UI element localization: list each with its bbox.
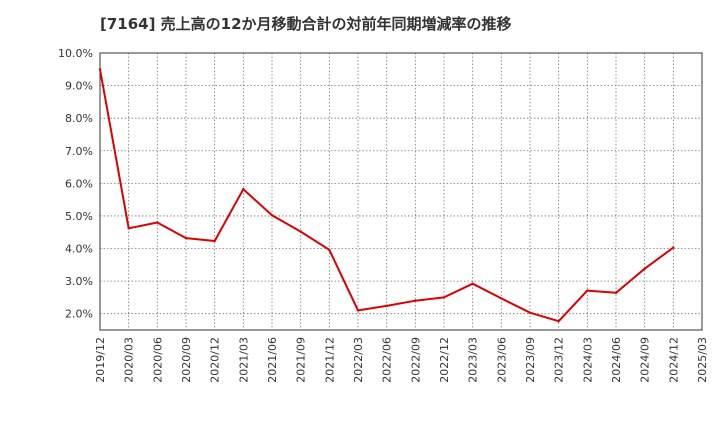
data-point bbox=[672, 246, 675, 249]
y-tick-label: 2.0% bbox=[65, 308, 93, 321]
x-tick-label: 2022/06 bbox=[381, 337, 394, 383]
data-point bbox=[614, 291, 618, 295]
data-point bbox=[156, 221, 159, 224]
plot-area bbox=[100, 53, 702, 330]
x-tick-label: 2023/03 bbox=[467, 337, 480, 383]
data-point bbox=[127, 227, 130, 230]
x-tick-label: 2023/12 bbox=[553, 337, 566, 383]
y-tick-label: 8.0% bbox=[65, 112, 93, 125]
x-tick-label: 2020/09 bbox=[180, 337, 193, 383]
data-point bbox=[557, 320, 560, 323]
y-axis-labels: 2.0% 3.0% 4.0% 5.0% 6.0% 7.0% 8.0% 9.0% 10.0% bbox=[58, 47, 93, 321]
y-tick-label: 5.0% bbox=[65, 210, 93, 223]
data-point bbox=[242, 188, 245, 191]
data-point bbox=[414, 299, 417, 302]
data-point bbox=[184, 236, 188, 240]
x-tick-label: 2025/03 bbox=[696, 337, 709, 383]
x-tick-label: 2023/09 bbox=[524, 337, 537, 383]
x-tick-label: 2022/03 bbox=[352, 337, 365, 383]
x-tick-label: 2021/09 bbox=[295, 337, 308, 383]
data-point bbox=[442, 296, 446, 299]
x-tick-label: 2021/06 bbox=[266, 337, 279, 383]
data-point bbox=[586, 289, 589, 292]
series-layer bbox=[98, 68, 675, 323]
x-tick-label: 2021/03 bbox=[237, 337, 250, 383]
x-tick-label: 2024/09 bbox=[639, 337, 652, 383]
x-tick-label: 2019/12 bbox=[94, 337, 107, 383]
x-tick-label: 2021/12 bbox=[323, 337, 336, 383]
data-point bbox=[98, 68, 102, 71]
data-point bbox=[528, 311, 532, 314]
x-tick-label: 2020/06 bbox=[151, 337, 164, 383]
x-tick-label: 2020/12 bbox=[209, 337, 222, 383]
data-point bbox=[213, 239, 216, 243]
data-point bbox=[385, 304, 388, 308]
chart-title: [7164] 売上高の12か月移動合計の対前年同期増減率の推移 bbox=[100, 15, 512, 33]
plot-border bbox=[99, 52, 703, 331]
data-point bbox=[356, 309, 360, 312]
y-tick-label: 10.0% bbox=[58, 47, 93, 60]
y-tick-label: 6.0% bbox=[65, 177, 93, 190]
x-tick-label: 2022/09 bbox=[409, 337, 422, 383]
data-point bbox=[643, 267, 646, 270]
y-tick-label: 9.0% bbox=[65, 80, 93, 93]
x-tick-label: 2024/03 bbox=[581, 337, 594, 383]
x-tick-label: 2022/12 bbox=[438, 337, 451, 383]
y-tick-label: 7.0% bbox=[65, 145, 93, 158]
x-tick-label: 2020/03 bbox=[123, 337, 136, 383]
y-tick-label: 3.0% bbox=[65, 275, 93, 288]
x-axis-labels: 2019/12 2020/03 2020/06 2020/09 2020/12 2021/… bbox=[94, 337, 709, 383]
data-point bbox=[328, 248, 331, 252]
x-tick-label: 2024/12 bbox=[667, 337, 680, 383]
x-tick-label: 2024/06 bbox=[610, 337, 623, 383]
x-tick-label: 2023/06 bbox=[495, 337, 508, 383]
y-tick-label: 4.0% bbox=[65, 243, 93, 256]
grid-lines bbox=[100, 52, 702, 330]
data-point bbox=[299, 230, 302, 233]
data-point bbox=[471, 282, 474, 285]
data-point bbox=[270, 214, 274, 217]
data-point bbox=[500, 297, 503, 300]
